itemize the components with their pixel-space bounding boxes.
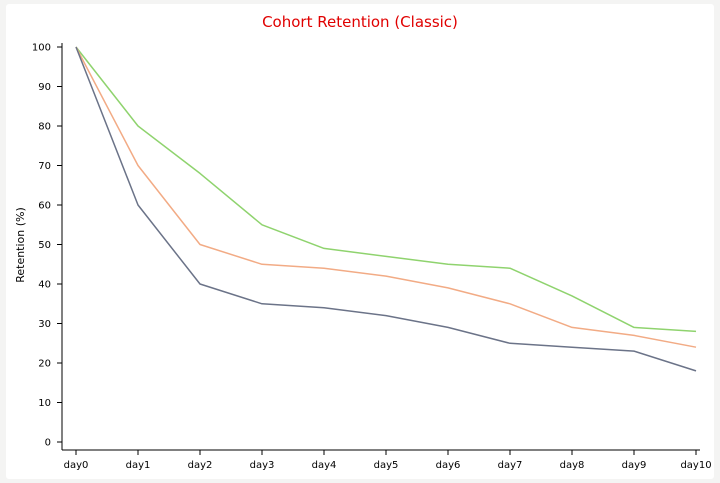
y-tick-label: 60	[38, 201, 51, 212]
series-line-1	[75, 46, 697, 333]
y-tick-label: 80	[38, 122, 51, 133]
chart-title: Cohort Retention (Classic)	[262, 13, 458, 31]
x-tick-label: day6	[436, 460, 461, 471]
series-line-2	[75, 46, 697, 348]
x-tick-label: day3	[250, 460, 275, 471]
chart-frame	[6, 4, 714, 479]
y-tick-label: 0	[45, 438, 51, 449]
series-line-3	[75, 46, 697, 372]
y-axis-label: Retention (%)	[14, 207, 27, 283]
x-tick-label: day0	[64, 460, 89, 471]
y-tick-label: 40	[38, 280, 51, 291]
y-tick-label: 10	[38, 398, 51, 409]
y-tick-label: 50	[38, 240, 51, 251]
x-tick-label: day8	[560, 460, 585, 471]
y-tick-label: 20	[38, 359, 51, 370]
y-tick-label: 30	[38, 319, 51, 330]
y-axis-ticks: 0 10 20 30 40 50 60 70 80 90 100	[32, 43, 62, 449]
x-tick-label: day4	[312, 460, 337, 471]
y-tick-label: 90	[38, 82, 51, 93]
x-tick-label: day10	[680, 460, 711, 471]
x-tick-label: day1	[126, 460, 151, 471]
x-tick-label: day2	[188, 460, 213, 471]
series-group	[75, 46, 697, 372]
x-tick-label: day7	[498, 460, 523, 471]
x-axis-ticks: day0 day1 day2 day3 day4 day5 day6 day7 day8 day9…	[64, 450, 712, 471]
x-tick-label: day5	[374, 460, 399, 471]
y-tick-label: 100	[32, 43, 51, 54]
x-tick-label: day9	[622, 460, 647, 471]
y-tick-label: 70	[38, 161, 51, 172]
